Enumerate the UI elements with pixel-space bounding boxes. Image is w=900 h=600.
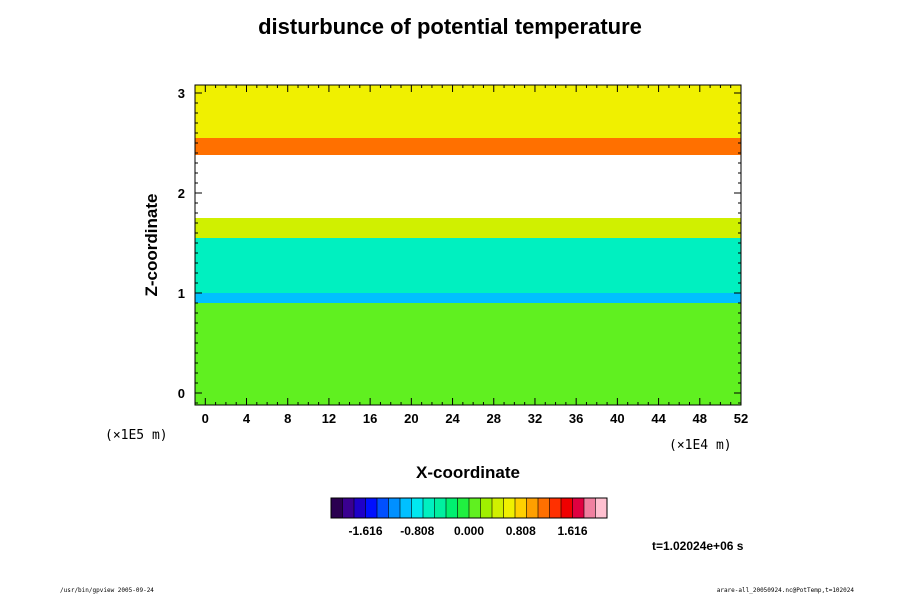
colorbar-swatch [342,498,355,518]
heatmap-band [195,303,741,405]
colorbar-swatch [503,498,516,518]
heatmap-field [195,85,741,405]
footer-right: arare-all_20050924.nc@PotTemp,t=102024 [716,587,854,594]
heatmap-band [195,158,741,218]
x-tick-label: 48 [693,411,707,426]
colorbar-tick-label: -0.808 [400,524,434,538]
plot-frame [194,84,742,406]
colorbar-swatch [595,498,608,518]
colorbar-swatch [377,498,389,518]
x-tick-label: 8 [284,411,291,426]
heatmap-band [195,138,741,155]
colorbar-swatch [526,498,539,518]
x-tick-label: 36 [569,411,583,426]
x-tick-label: 24 [445,411,460,426]
colorbar-frame [330,497,608,519]
heatmap-band [195,238,741,293]
x-axis-label: X-coordinate [416,463,520,482]
y-unit-label: (×1E5 m) [105,428,168,443]
x-axis: 0 4 8 12 16 20 24 28 32 36 40 44 48 52 [202,85,748,426]
colorbar-swatch [515,498,527,518]
colorbar-tick-label: 0.808 [506,524,536,538]
x-tick-label: 16 [363,411,377,426]
y-axis-label: Z-coordinate [142,194,161,297]
x-tick-label: 52 [734,411,748,426]
y-tick-label: 2 [178,186,185,201]
x-tick-label: 40 [610,411,624,426]
y-tick-label: 0 [178,386,185,401]
x-tick-label: 20 [404,411,418,426]
heatmap-band [195,85,741,138]
colorbar-swatch [411,498,424,518]
colorbar-swatch [388,498,401,518]
colorbar-swatch [549,498,562,518]
x-tick-label: 12 [322,411,336,426]
colorbar-tick-label: -1.616 [348,524,382,538]
colorbar-tick-label: 0.000 [454,524,484,538]
colorbar-swatch [480,498,493,518]
colorbar-swatch [584,498,596,518]
colorbar [331,498,608,518]
x-tick-label: 28 [487,411,501,426]
x-tick-label: 32 [528,411,542,426]
colorbar-swatch [492,498,504,518]
colorbar-tick-label: 1.616 [557,524,587,538]
y-axis: 0 1 2 3 [178,86,741,404]
x-tick-label: 0 [202,411,209,426]
y-tick-label: 3 [178,86,185,101]
colorbar-swatch [331,498,343,518]
colorbar-swatch [354,498,366,518]
time-label: t=1.02024e+06 s [652,539,744,553]
colorbar-swatch [572,498,585,518]
x-unit-label: (×1E4 m) [669,438,732,453]
colorbar-swatch [561,498,573,518]
heatmap-band [195,293,741,303]
colorbar-swatch [434,498,447,518]
colorbar-swatch [457,498,470,518]
colorbar-swatch [365,498,378,518]
colorbar-ticks: -1.616 -0.808 0.000 0.808 1.616 [348,524,587,538]
x-tick-label: 44 [651,411,666,426]
y-tick-label: 1 [178,286,185,301]
colorbar-swatch [423,498,435,518]
colorbar-swatch [400,498,412,518]
x-tick-label: 4 [243,411,251,426]
colorbar-swatch [469,498,481,518]
colorbar-swatch [538,498,550,518]
chart-title: disturbunce of potential temperature [258,14,642,39]
colorbar-swatch [446,498,458,518]
footer-left: /usr/bin/gpview 2005-09-24 [60,587,154,594]
heatmap-band [195,218,741,238]
